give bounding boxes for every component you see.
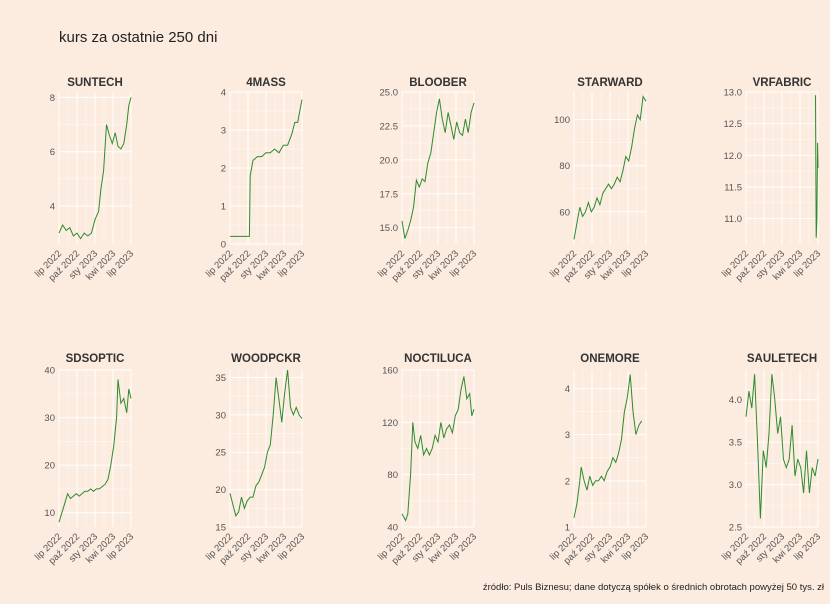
y-tick-label: 1 xyxy=(565,523,570,534)
y-tick-label: 40 xyxy=(387,523,398,534)
y-tick-label: 22.5 xyxy=(380,121,399,132)
source-caption: źródło: Puls Biznesu; dane dotyczą spółe… xyxy=(482,582,824,593)
y-tick-label: 12.0 xyxy=(724,151,743,162)
y-tick-label: 15.0 xyxy=(380,223,399,234)
y-tick-label: 30 xyxy=(215,410,226,421)
y-tick-label: 8 xyxy=(50,93,55,104)
series-line xyxy=(401,376,475,522)
y-tick-label: 20 xyxy=(215,485,226,496)
y-tick-label: 80 xyxy=(559,161,570,172)
y-tick-label: 4 xyxy=(565,384,570,395)
series-line xyxy=(229,369,303,517)
y-tick-label: 1 xyxy=(221,202,226,213)
panel-title: BLOOBER xyxy=(409,77,467,89)
y-tick-label: 160 xyxy=(382,366,398,377)
panel-title: ONEMORE xyxy=(580,353,640,365)
y-tick-label: 40 xyxy=(44,366,55,377)
y-tick-label: 13.0 xyxy=(724,88,743,99)
series-line xyxy=(58,97,132,240)
y-tick-label: 2 xyxy=(565,476,570,487)
y-tick-label: 35 xyxy=(215,373,226,384)
y-tick-label: 4 xyxy=(50,202,55,213)
y-tick-label: 17.5 xyxy=(380,189,399,200)
series-line xyxy=(573,95,647,240)
y-tick-label: 100 xyxy=(554,115,570,126)
y-tick-label: 120 xyxy=(382,418,398,429)
series-line xyxy=(815,95,819,238)
series-line xyxy=(58,379,132,523)
panel-title: SDSOPTIC xyxy=(66,353,125,365)
panel-title: WOODPCKR xyxy=(231,353,301,365)
y-tick-label: 15 xyxy=(215,523,226,534)
y-tick-label: 2 xyxy=(221,164,226,175)
y-tick-label: 4.0 xyxy=(729,395,742,406)
y-tick-label: 10 xyxy=(44,508,55,519)
chart-title: kurs za ostatnie 250 dni xyxy=(59,29,218,46)
y-tick-label: 4 xyxy=(221,88,226,99)
y-tick-label: 60 xyxy=(559,207,570,218)
panel-title: VRFABRIC xyxy=(753,77,812,89)
y-tick-label: 20.0 xyxy=(380,155,399,166)
panel-title: 4MASS xyxy=(246,77,286,89)
panel-title: STARWARD xyxy=(577,77,642,89)
y-tick-label: 2.5 xyxy=(729,523,742,534)
y-tick-label: 3 xyxy=(221,126,226,137)
y-tick-label: 25 xyxy=(215,448,226,459)
series-line xyxy=(401,98,475,239)
y-tick-label: 3.0 xyxy=(729,480,742,491)
y-tick-label: 3 xyxy=(565,430,570,441)
y-tick-label: 80 xyxy=(387,470,398,481)
y-tick-label: 6 xyxy=(50,147,55,158)
y-tick-label: 11.5 xyxy=(724,183,742,194)
panel-title: NOCTILUCA xyxy=(404,353,472,365)
series-line xyxy=(573,374,643,518)
y-tick-label: 0 xyxy=(221,240,226,251)
y-tick-label: 11.0 xyxy=(724,214,742,225)
series-line xyxy=(230,99,303,237)
y-tick-label: 12.5 xyxy=(724,119,743,130)
y-tick-label: 25.0 xyxy=(380,88,399,99)
y-tick-label: 20 xyxy=(44,461,55,472)
y-tick-label: 30 xyxy=(44,413,55,424)
y-tick-label: 3.5 xyxy=(729,438,742,449)
panel-title: SAULETECH xyxy=(747,353,817,365)
panel-title: SUNTECH xyxy=(67,77,123,89)
series-line xyxy=(745,374,819,519)
